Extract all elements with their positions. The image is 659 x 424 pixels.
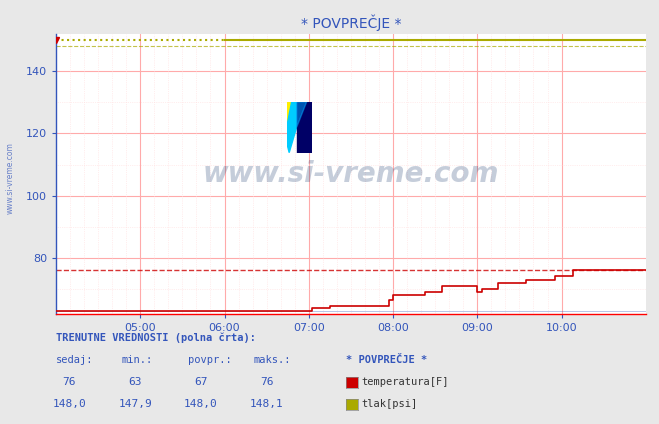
Text: 76: 76 — [63, 377, 76, 388]
Text: 76: 76 — [260, 377, 273, 388]
Polygon shape — [297, 102, 312, 153]
Text: 67: 67 — [194, 377, 208, 388]
Text: 63: 63 — [129, 377, 142, 388]
Text: 147,9: 147,9 — [118, 399, 152, 410]
Text: temperatura[F]: temperatura[F] — [362, 377, 449, 388]
Text: 148,1: 148,1 — [250, 399, 284, 410]
Text: www.si-vreme.com: www.si-vreme.com — [5, 142, 14, 214]
Text: 148,0: 148,0 — [52, 399, 86, 410]
Text: * POVPREČJE *: * POVPREČJE * — [346, 355, 427, 365]
Title: * POVPREČJE *: * POVPREČJE * — [301, 15, 401, 31]
Text: tlak[psi]: tlak[psi] — [362, 399, 418, 410]
Polygon shape — [287, 102, 297, 127]
Polygon shape — [287, 102, 297, 153]
Text: 148,0: 148,0 — [184, 399, 218, 410]
Text: TRENUTNE VREDNOSTI (polna črta):: TRENUTNE VREDNOSTI (polna črta): — [56, 333, 256, 343]
Polygon shape — [297, 102, 306, 127]
Text: maks.:: maks.: — [254, 355, 291, 365]
Text: www.si-vreme.com: www.si-vreme.com — [203, 160, 499, 188]
Text: min.:: min.: — [122, 355, 153, 365]
Text: povpr.:: povpr.: — [188, 355, 231, 365]
Text: sedaj:: sedaj: — [56, 355, 94, 365]
